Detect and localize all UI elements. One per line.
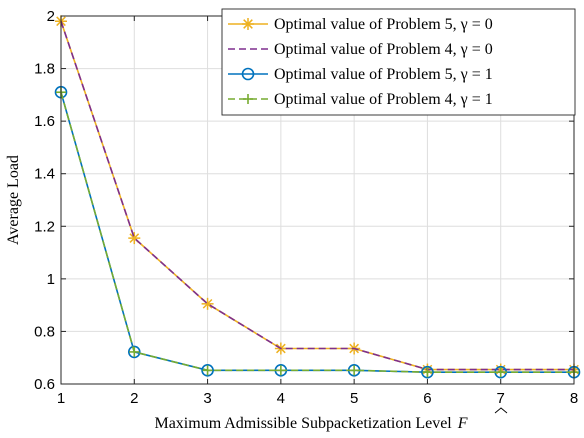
legend-marker [242, 18, 254, 30]
x-tick-label: 4 [277, 390, 285, 407]
x-tick-label: 2 [130, 390, 138, 407]
data-point [201, 364, 214, 377]
legend-item: Optimal value of Problem 5, γ = 0 [228, 16, 493, 33]
marker-asterisk-d2 [202, 298, 213, 309]
marker-circle [421, 365, 434, 379]
legend-marker [243, 94, 253, 104]
series-line [60, 92, 574, 373]
y-tick-label: 1.8 [34, 61, 55, 78]
x-tick-label: 8 [570, 390, 578, 407]
data-point [129, 346, 140, 357]
series-line [60, 21, 574, 371]
legend-marker [241, 67, 255, 81]
y-tick-label: 1.2 [34, 218, 55, 235]
x-axis-title: Maximum Admissible Subpacketization Leve… [154, 415, 467, 432]
y-tick-label: 2 [47, 8, 55, 25]
x-tick-label: 1 [57, 390, 65, 407]
data-point [422, 367, 433, 378]
series-2 [60, 21, 574, 371]
marker-circle [241, 67, 255, 81]
y-tick-label: 1.6 [34, 113, 55, 130]
x-tick-label: 6 [423, 390, 431, 407]
marker-circle [127, 345, 141, 359]
data-point [202, 365, 213, 376]
data-point [275, 365, 286, 376]
x-axis-title-symbol: F [457, 415, 468, 432]
legend: Optimal value of Problem 5, γ = 0 Optimal… [221, 8, 576, 116]
legend-label: Optimal value of Problem 4, γ = 1 [274, 91, 493, 108]
legend-item: Optimal value of Problem 4, γ = 0 [228, 41, 493, 58]
legend-item: Optimal value of Problem 5, γ = 1 [228, 66, 493, 83]
marker-asterisk-d2 [129, 233, 140, 243]
legend-label: Optimal value of Problem 5, γ = 0 [274, 16, 493, 33]
y-axis-title: Average Load [5, 155, 22, 245]
legend-label: Optimal value of Problem 5, γ = 1 [274, 66, 493, 83]
x-axis-title-hat [494, 407, 508, 414]
x-tick-label: 7 [497, 390, 505, 407]
tick-labels: 1 2 3 4 5 6 7 8 0.6 0.8 1 1.2 1.4 1.6 1.8 2 [34, 8, 578, 407]
y-tick-label: 1 [47, 271, 55, 288]
legend-box [221, 8, 576, 116]
marker-circle [201, 364, 214, 377]
x-tick-label: 3 [203, 390, 211, 407]
data-point [127, 345, 141, 359]
y-tick-label: 0.8 [34, 323, 55, 340]
data-point [495, 367, 506, 378]
data-point [349, 365, 360, 376]
legend-label: Optimal value of Problem 4, γ = 0 [274, 41, 493, 58]
marker-asterisk-d2 [243, 19, 253, 29]
data-point [421, 365, 434, 379]
legend-item: Optimal value of Problem 4, γ = 1 [228, 91, 493, 108]
x-axis-title-text: Maximum Admissible Subpacketization Leve… [154, 415, 452, 432]
x-tick-label: 5 [350, 390, 358, 407]
series-layer [54, 15, 581, 379]
y-tick-label: 0.6 [34, 376, 55, 393]
y-tick-label: 1.4 [34, 166, 55, 183]
